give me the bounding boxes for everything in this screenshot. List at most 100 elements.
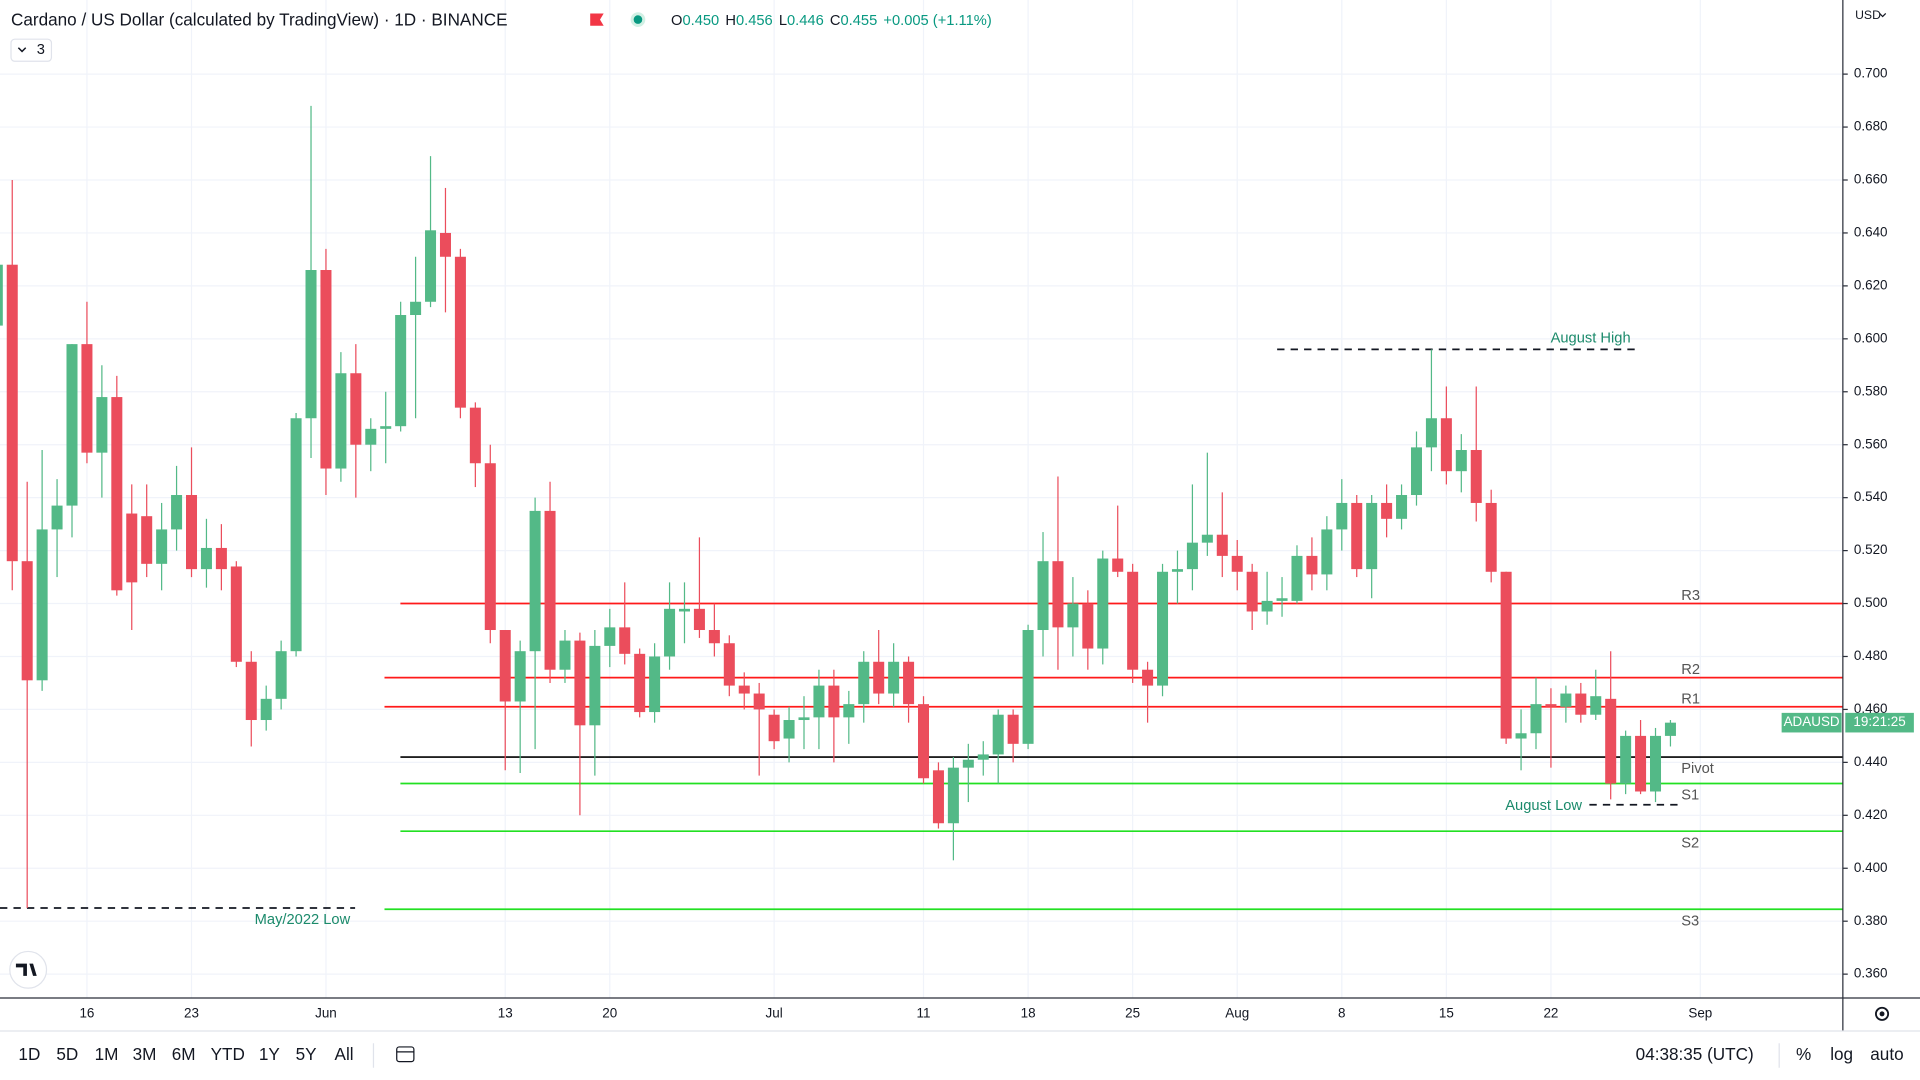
candle-body (1650, 735, 1662, 792)
range-button[interactable]: 5D (56, 1044, 78, 1064)
candle-body (858, 661, 870, 705)
candle-body (484, 463, 496, 631)
candle-body (768, 714, 780, 742)
candle-body (1216, 534, 1228, 556)
candle-body (1112, 558, 1124, 572)
annotation-label: August High (1551, 330, 1631, 346)
range-button[interactable]: 1D (18, 1044, 40, 1064)
candle-body (305, 270, 317, 419)
candle-body (544, 510, 556, 670)
range-button[interactable]: 3M (133, 1044, 157, 1064)
candle-body (410, 301, 422, 316)
countdown: 19:21:25 (1853, 714, 1905, 729)
candle-body (335, 373, 347, 469)
y-tick-label: 0.640 (1854, 225, 1888, 240)
ohlc-value: 0.446 (787, 13, 824, 29)
ohlc-value: 0.455 (841, 13, 878, 29)
candle-body (723, 643, 735, 686)
candle-body (873, 661, 885, 694)
y-tick-label: 0.560 (1854, 436, 1888, 451)
y-tick-label: 0.360 (1854, 966, 1888, 981)
change: +0.005 (+1.11%) (883, 13, 991, 29)
candle-body (1171, 569, 1183, 572)
indicator-count: 3 (37, 42, 45, 58)
candle-body (66, 344, 78, 506)
candle-body (290, 418, 302, 652)
range-button[interactable]: 5Y (296, 1044, 318, 1064)
range-button[interactable]: 1M (95, 1044, 119, 1064)
candle-body (1127, 571, 1139, 670)
candle-body (1545, 704, 1557, 707)
level-label: Pivot (1681, 761, 1714, 777)
toolbar: 1D 5D 1M 3M 6M YTD 1Y 5Y All 04:38:35 (UTC)% log au… (18, 1044, 1903, 1064)
candle-body (96, 397, 108, 453)
currency-label[interactable]: USD (1855, 8, 1881, 22)
candle-body (1381, 502, 1393, 519)
candle-body (753, 693, 765, 710)
scale-option[interactable]: auto (1870, 1044, 1903, 1064)
candle-body (1246, 571, 1258, 612)
y-tick-label: 0.420 (1854, 807, 1888, 822)
candle-body (126, 513, 138, 583)
candle-body (1396, 495, 1408, 519)
settings-icon[interactable] (1875, 1006, 1890, 1021)
level-label: R2 (1681, 662, 1700, 678)
level-label: R3 (1681, 588, 1700, 604)
scale-option[interactable]: log (1830, 1044, 1853, 1064)
x-tick-label: Jun (315, 1005, 337, 1020)
candle-body (320, 270, 332, 469)
candle-body (200, 547, 212, 570)
range-button[interactable]: All (335, 1044, 354, 1064)
scale-option[interactable]: % (1796, 1044, 1811, 1064)
candle-body (171, 495, 183, 530)
flag-icon[interactable] (590, 13, 604, 26)
candle-body (1366, 502, 1378, 570)
candle-body (649, 656, 661, 713)
candle-body (365, 428, 377, 445)
candle-body (1261, 600, 1273, 612)
candle-body (1291, 555, 1303, 601)
range-button[interactable]: 6M (172, 1044, 196, 1064)
candle-body (903, 661, 915, 705)
candle-body (619, 627, 631, 654)
candle-body (1321, 529, 1333, 575)
ohlc-legend: O0.450 H0.456 L0.446 C0.455 +0.005 (+1.11%) (671, 13, 992, 29)
logo-badge[interactable] (9, 950, 48, 989)
compare-icon[interactable] (396, 1046, 415, 1063)
status-dot (633, 15, 643, 24)
range-button[interactable]: 1Y (259, 1044, 281, 1064)
range-button[interactable]: YTD (211, 1044, 245, 1064)
candle-body (678, 608, 690, 612)
y-tick-label: 0.700 (1854, 66, 1888, 81)
chevron-icon (1879, 13, 1887, 18)
y-tick-label: 0.620 (1854, 277, 1888, 292)
x-tick-label: 11 (917, 1005, 931, 1020)
candle-body (708, 630, 720, 644)
candle-body (1231, 555, 1243, 572)
candle-body (1590, 696, 1602, 715)
candle-body (1410, 447, 1422, 496)
candle-body (6, 264, 18, 562)
ohlc-value: 0.450 (682, 13, 719, 29)
annotation-label: May/2022 Low (255, 912, 351, 928)
symbol-tag-box (1781, 712, 1842, 733)
candle-body (1201, 534, 1213, 543)
candle-body (260, 698, 272, 721)
candle-body (634, 653, 646, 713)
candle-body (141, 516, 153, 564)
y-tick-label: 0.480 (1854, 648, 1888, 663)
candle-body (1067, 603, 1079, 628)
symbol-title: Cardano / US Dollar (calculated by Tradi… (11, 9, 508, 29)
candle-body (1560, 693, 1572, 707)
y-tick-label: 0.680 (1854, 119, 1888, 134)
level-label: R1 (1681, 691, 1700, 707)
indicator-toggle[interactable] (10, 38, 53, 62)
candle-body (1082, 603, 1094, 649)
clock[interactable]: 04:38:35 (UTC) (1636, 1044, 1754, 1064)
candle-body (1575, 693, 1587, 715)
x-tick-label: Aug (1225, 1005, 1249, 1020)
candle-body (1022, 630, 1034, 744)
x-tick-label: 16 (79, 1005, 94, 1020)
candle-body (1470, 450, 1482, 503)
candle-body (1052, 561, 1064, 628)
